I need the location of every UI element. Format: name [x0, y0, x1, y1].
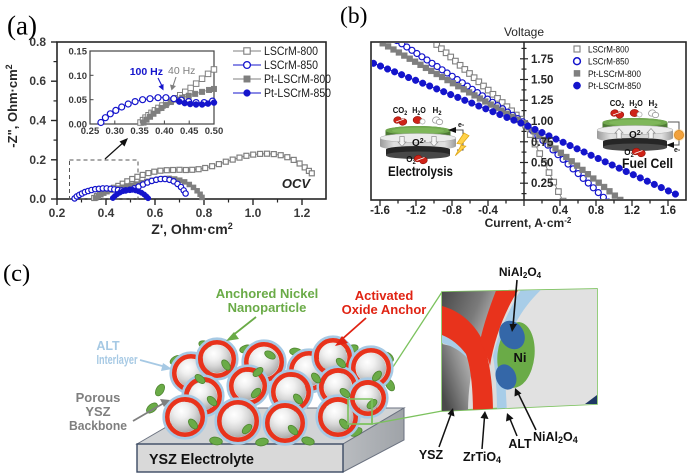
- svg-text:0.10: 0.10: [69, 71, 88, 82]
- svg-text:Interlayer: Interlayer: [97, 352, 138, 367]
- svg-text:Backbone: Backbone: [69, 418, 127, 433]
- svg-text:0.35: 0.35: [130, 126, 149, 137]
- svg-text:Pt-LSCrM-800: Pt-LSCrM-800: [588, 69, 641, 79]
- svg-text:0.6: 0.6: [147, 206, 164, 220]
- svg-text:H2: H2: [649, 98, 659, 110]
- svg-text:0.05: 0.05: [69, 95, 88, 106]
- svg-text:-0.8: -0.8: [442, 205, 462, 217]
- svg-text:e-: e-: [674, 147, 681, 154]
- svg-text:0.50: 0.50: [205, 126, 224, 137]
- svg-text:0.8: 0.8: [588, 205, 605, 217]
- svg-text:1.6: 1.6: [660, 205, 676, 217]
- svg-text:(c): (c): [3, 260, 30, 287]
- svg-text:Pt-LSCrM-850: Pt-LSCrM-850: [264, 88, 331, 100]
- svg-text:Z', Ohm·cm2: Z', Ohm·cm2: [151, 221, 232, 237]
- svg-text:0.25: 0.25: [81, 126, 100, 137]
- svg-text:O2-: O2-: [412, 138, 427, 150]
- svg-text:1.50: 1.50: [531, 75, 553, 87]
- svg-text:YSZ: YSZ: [419, 448, 444, 462]
- svg-text:1.25: 1.25: [531, 95, 554, 107]
- svg-text:CO2: CO2: [393, 105, 408, 117]
- svg-text:1.75: 1.75: [531, 54, 554, 66]
- svg-text:OCV: OCV: [282, 176, 312, 191]
- svg-text:O2: O2: [624, 147, 634, 159]
- svg-text:0.50: 0.50: [531, 158, 553, 170]
- svg-text:0.8: 0.8: [196, 206, 213, 220]
- svg-text:O2: O2: [406, 154, 416, 166]
- svg-text:Porous: Porous: [76, 390, 121, 405]
- svg-text:CO2: CO2: [610, 98, 625, 110]
- svg-text:LSCrM-850: LSCrM-850: [588, 57, 629, 67]
- svg-text:NiAl2O4: NiAl2O4: [499, 265, 542, 280]
- svg-text:0.8: 0.8: [29, 35, 46, 49]
- svg-text:0.30: 0.30: [106, 126, 125, 137]
- svg-text:1.2: 1.2: [624, 205, 640, 217]
- svg-text:Oxide Anchor: Oxide Anchor: [342, 302, 427, 317]
- svg-text:0.45: 0.45: [180, 126, 199, 137]
- svg-text:H2: H2: [433, 105, 443, 117]
- svg-text:1.0: 1.0: [245, 206, 262, 220]
- svg-text:(a): (a): [7, 11, 37, 41]
- svg-text:0.40: 0.40: [155, 126, 174, 137]
- svg-text:ZrTiO4: ZrTiO4: [463, 450, 501, 465]
- svg-text:Current, A·cm-2: Current, A·cm-2: [485, 216, 572, 231]
- svg-text:LSCrM-800: LSCrM-800: [264, 46, 318, 58]
- svg-text:NiAl2O4: NiAl2O4: [533, 430, 578, 445]
- svg-text:LSCrM-800: LSCrM-800: [588, 45, 629, 55]
- svg-text:0.4: 0.4: [98, 206, 115, 220]
- svg-text:YSZ: YSZ: [85, 404, 110, 419]
- svg-text:1.2: 1.2: [294, 206, 311, 220]
- svg-text:Electrolysis: Electrolysis: [388, 163, 453, 179]
- svg-text:Ni: Ni: [514, 350, 527, 365]
- svg-text:Pt-LSCrM-800: Pt-LSCrM-800: [264, 74, 331, 86]
- svg-text:-Z", Ohm·cm2: -Z", Ohm·cm2: [4, 64, 20, 147]
- svg-text:YSZ Electrolyte: YSZ Electrolyte: [149, 451, 254, 468]
- svg-text:e-: e-: [458, 122, 465, 129]
- svg-text:0.15: 0.15: [69, 47, 88, 58]
- svg-text:0.4: 0.4: [552, 205, 569, 217]
- svg-text:O2-: O2-: [629, 130, 644, 142]
- svg-text:ALT: ALT: [508, 437, 532, 451]
- svg-text:(b): (b): [340, 3, 367, 29]
- svg-text:Activated: Activated: [355, 288, 414, 303]
- svg-text:0.25: 0.25: [531, 178, 554, 190]
- svg-text:-0.4: -0.4: [478, 205, 498, 217]
- svg-text:0.6: 0.6: [29, 74, 46, 88]
- svg-text:LSCrM-850: LSCrM-850: [264, 60, 318, 72]
- svg-text:Voltage: Voltage: [504, 25, 544, 39]
- svg-text:H2O: H2O: [629, 98, 643, 110]
- svg-text:0.00: 0.00: [69, 120, 88, 131]
- svg-text:Anchored Nickel: Anchored Nickel: [216, 286, 319, 301]
- svg-text:0.2: 0.2: [49, 206, 66, 220]
- svg-text:1.00: 1.00: [531, 116, 553, 128]
- svg-text:0.4: 0.4: [29, 114, 46, 128]
- svg-text:0.75: 0.75: [531, 137, 554, 149]
- svg-text:Pt-LSCrM-850: Pt-LSCrM-850: [588, 81, 641, 91]
- svg-text:Nanoparticle: Nanoparticle: [228, 300, 307, 315]
- svg-text:H2O: H2O: [412, 105, 426, 117]
- svg-text:0.0: 0.0: [29, 192, 46, 206]
- svg-text:-1.2: -1.2: [406, 205, 426, 217]
- svg-text:ALT: ALT: [96, 339, 120, 353]
- svg-text:100 Hz: 100 Hz: [130, 66, 163, 78]
- svg-text:0.2: 0.2: [29, 153, 46, 167]
- svg-text:40 Hz: 40 Hz: [168, 65, 195, 77]
- svg-text:-1.6: -1.6: [370, 205, 390, 217]
- svg-text:Fuel Cell: Fuel Cell: [622, 155, 673, 171]
